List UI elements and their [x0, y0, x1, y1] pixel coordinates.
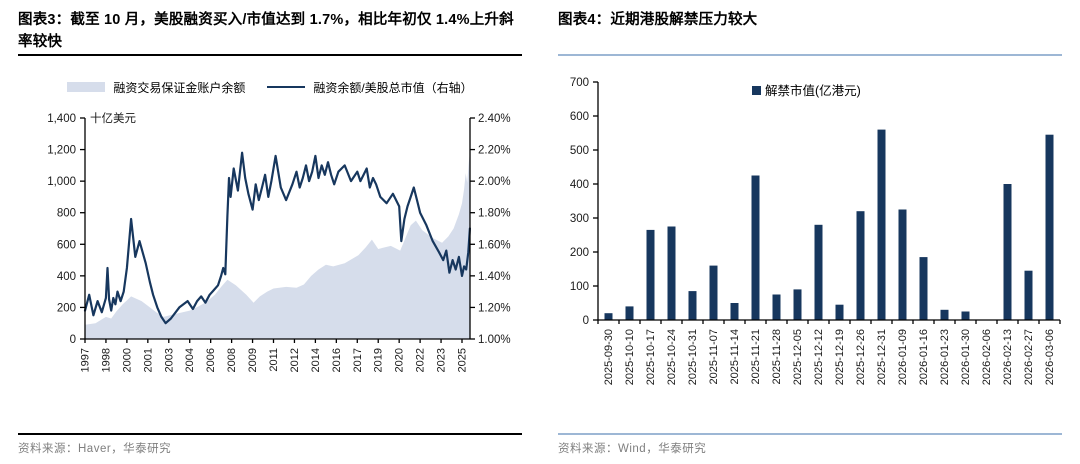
svg-text:2026-01-16: 2026-01-16: [918, 329, 930, 385]
svg-text:400: 400: [570, 179, 589, 191]
legend-item-margin-balance: 融资交易保证金账户余额: [67, 79, 245, 96]
svg-text:2025-12-31: 2025-12-31: [876, 329, 888, 385]
svg-text:2025-12-19: 2025-12-19: [834, 329, 846, 385]
svg-text:500: 500: [570, 145, 589, 157]
svg-text:2014: 2014: [310, 348, 322, 372]
svg-text:1.40%: 1.40%: [478, 271, 511, 283]
legend-label-margin-balance: 融资交易保证金账户余额: [113, 80, 246, 95]
svg-text:2017: 2017: [352, 348, 364, 372]
figure4-source: 资料来源：Wind，华泰研究: [558, 433, 1062, 456]
figure3-title-rule: [18, 54, 522, 56]
svg-text:2025: 2025: [457, 348, 469, 372]
svg-text:2023: 2023: [436, 348, 448, 372]
svg-text:2026-01-23: 2026-01-23: [939, 329, 951, 385]
svg-text:1.60%: 1.60%: [478, 239, 511, 251]
figure4-title-rule: [558, 54, 1062, 56]
figure4-panel: 图表4：近期港股解禁压力较大 0 100 200 300 400 500 600 700 202…: [540, 0, 1080, 464]
figure3-source-text: 资料来源：Haver，华泰研究: [18, 443, 172, 455]
svg-text:800: 800: [57, 208, 76, 220]
svg-text:2025-10-31: 2025-10-31: [687, 329, 699, 385]
svg-text:2026-02-06: 2026-02-06: [981, 329, 993, 385]
svg-text:2008: 2008: [226, 348, 238, 372]
svg-text:2.00%: 2.00%: [478, 176, 511, 188]
svg-text:1998: 1998: [100, 348, 112, 372]
svg-text:600: 600: [57, 239, 76, 251]
figure4-title: 图表4：近期港股解禁压力较大: [558, 12, 758, 28]
svg-text:0: 0: [583, 315, 589, 327]
line-swatch-icon: [267, 86, 306, 88]
svg-text:1,000: 1,000: [47, 176, 76, 188]
svg-text:1,200: 1,200: [47, 145, 76, 157]
svg-text:1.00%: 1.00%: [478, 334, 511, 346]
svg-text:2026-02-27: 2026-02-27: [1023, 329, 1035, 385]
svg-text:100: 100: [570, 281, 589, 293]
svg-text:2025-09-30: 2025-09-30: [603, 329, 615, 385]
legend-item-ratio: 融资余额/美股总市值（右轴）: [267, 79, 473, 96]
svg-text:400: 400: [57, 271, 76, 283]
figure4-source-text: 资料来源：Wind，华泰研究: [558, 443, 707, 455]
svg-text:1.80%: 1.80%: [478, 208, 511, 220]
svg-text:2026-01-30: 2026-01-30: [960, 329, 972, 385]
svg-text:十亿美元: 十亿美元: [90, 111, 136, 125]
svg-text:2025-10-17: 2025-10-17: [645, 329, 657, 385]
svg-text:2009: 2009: [247, 348, 259, 372]
svg-text:2025-10-24: 2025-10-24: [666, 329, 678, 385]
svg-text:300: 300: [570, 213, 589, 225]
area-swatch-icon: [67, 82, 106, 92]
svg-text:700: 700: [570, 77, 589, 89]
figure3-source: 资料来源：Haver，华泰研究: [18, 433, 522, 456]
svg-text:200: 200: [570, 247, 589, 259]
svg-text:2026-01-09: 2026-01-09: [897, 329, 909, 385]
figure3-title: 图表3：截至 10 月，美股融资买入/市值达到 1.7%，相比年初仅 1.4%上…: [18, 12, 514, 50]
legend-label-ratio: 融资余额/美股总市值（右轴）: [313, 80, 473, 95]
svg-text:2.20%: 2.20%: [478, 145, 511, 157]
figure3-legend: 融资交易保证金账户余额 融资余额/美股总市值（右轴）: [18, 79, 522, 96]
svg-text:2025-12-05: 2025-12-05: [792, 329, 804, 385]
svg-text:2025-11-14: 2025-11-14: [729, 329, 741, 384]
svg-text:2026-02-13: 2026-02-13: [1002, 329, 1014, 385]
svg-text:2019: 2019: [373, 348, 385, 372]
svg-text:2.40%: 2.40%: [478, 113, 511, 125]
svg-text:1997: 1997: [80, 348, 92, 372]
svg-text:1.20%: 1.20%: [478, 302, 511, 314]
svg-text:2025-11-21: 2025-11-21: [750, 329, 762, 384]
svg-text:2003: 2003: [163, 348, 175, 372]
svg-text:2025-11-28: 2025-11-28: [771, 329, 783, 384]
svg-text:200: 200: [57, 302, 76, 314]
svg-text:2004: 2004: [184, 348, 196, 372]
figure3-canvas: 0 200 400 600 800 1,000 1,200 1,400 1.00% 1.20% 1.…: [47, 111, 511, 372]
svg-text:2012: 2012: [289, 348, 301, 372]
figure3-panel: 图表3：截至 10 月，美股融资买入/市值达到 1.7%，相比年初仅 1.4%上…: [18, 12, 522, 456]
svg-text:2016: 2016: [331, 348, 343, 372]
svg-text:2025-10-10: 2025-10-10: [624, 329, 636, 385]
svg-text:2006: 2006: [205, 348, 217, 372]
svg-text:解禁市值(亿港元): 解禁市值(亿港元): [765, 83, 861, 98]
svg-text:2001: 2001: [142, 348, 154, 372]
svg-text:2000: 2000: [121, 348, 133, 372]
svg-text:1,400: 1,400: [47, 113, 76, 125]
svg-text:2025-11-07: 2025-11-07: [708, 329, 720, 384]
svg-text:600: 600: [570, 111, 589, 123]
svg-text:0: 0: [70, 334, 76, 346]
figure4-canvas: 0 100 200 300 400 500 600 700 2025-09-30 2025-10-…: [570, 77, 1061, 385]
svg-text:2020: 2020: [394, 348, 406, 372]
svg-text:2022: 2022: [415, 348, 427, 372]
svg-text:2026-03-06: 2026-03-06: [1044, 329, 1056, 385]
svg-text:2025-12-12: 2025-12-12: [813, 329, 825, 385]
svg-text:2011: 2011: [268, 348, 280, 372]
svg-text:2025-12-26: 2025-12-26: [855, 329, 867, 385]
